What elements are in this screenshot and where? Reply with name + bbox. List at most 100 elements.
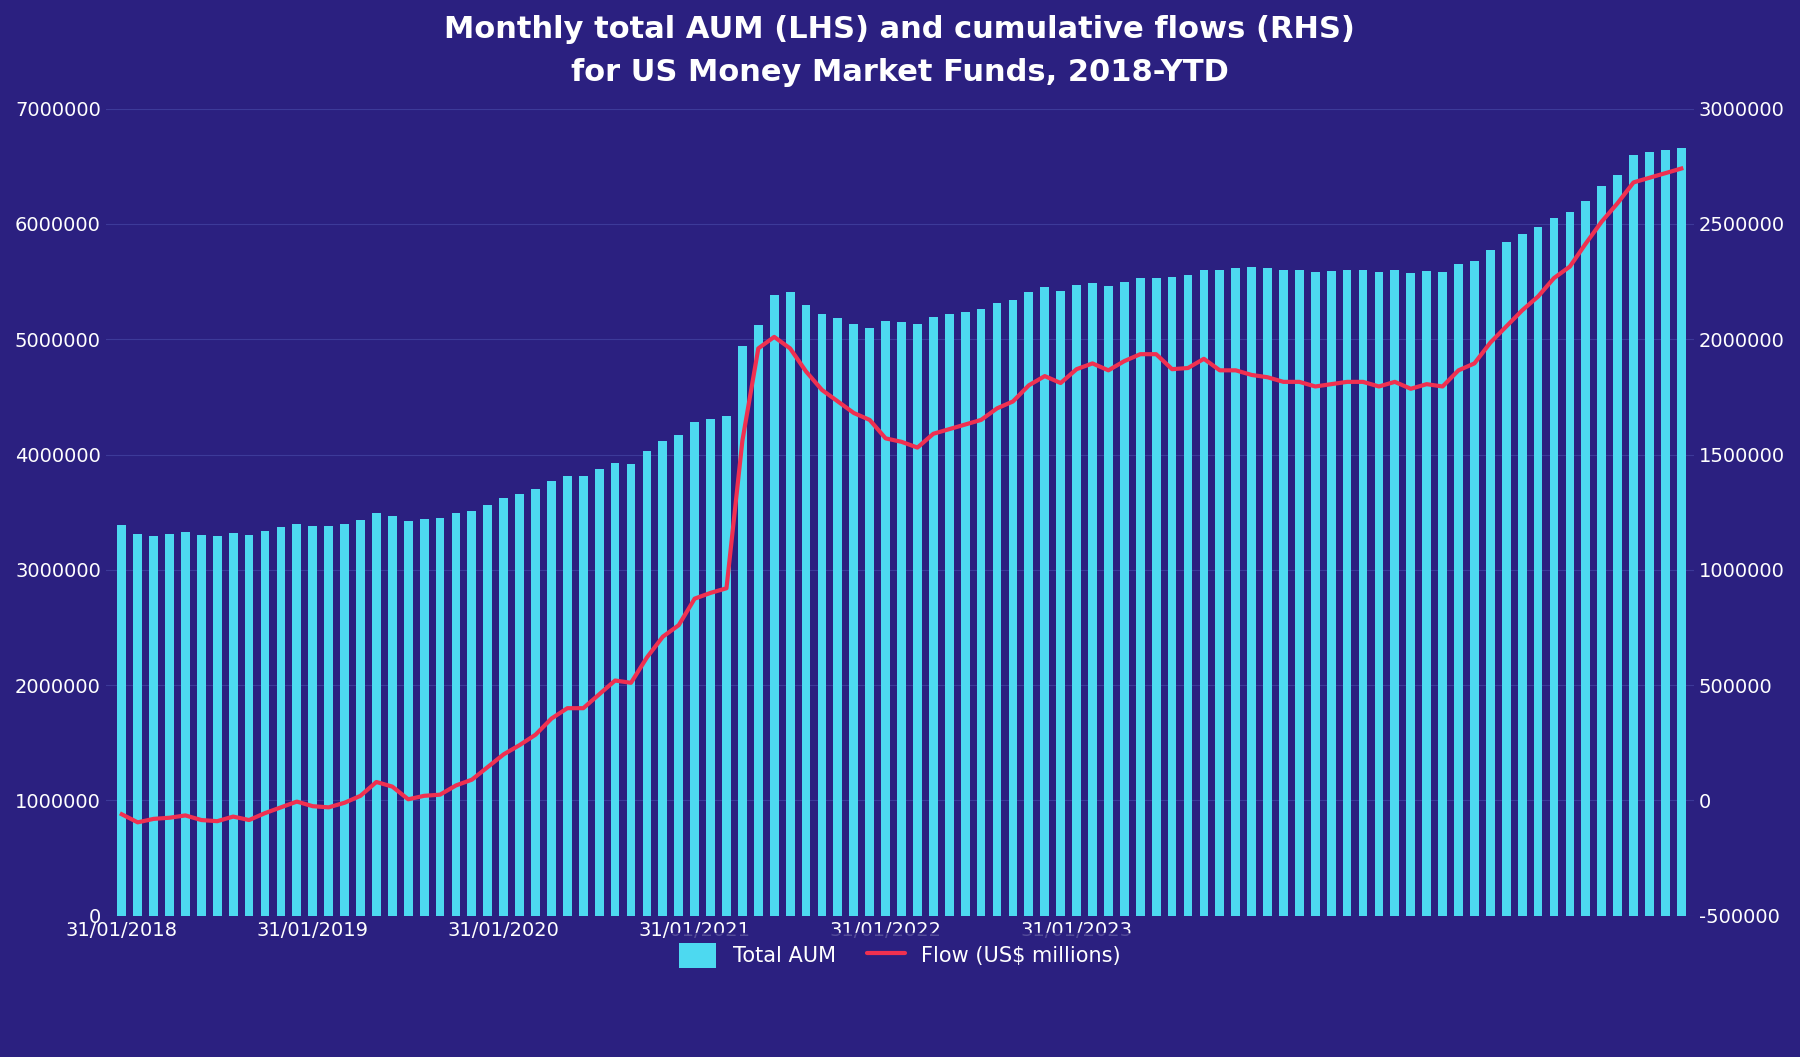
Bar [1184,275,1192,915]
Bar [850,324,859,915]
Bar [547,481,556,915]
Bar [801,304,810,915]
Bar [675,434,684,915]
Bar [882,320,889,915]
Bar [643,451,652,915]
Bar [484,505,491,915]
Bar [1534,227,1543,915]
Bar [1438,273,1447,915]
Bar [1136,278,1145,915]
Bar [610,463,619,915]
Bar [977,310,985,915]
Bar [787,292,794,915]
Bar [1613,175,1622,915]
Bar [1390,270,1399,915]
Bar [817,314,826,915]
Bar [452,514,461,915]
Bar [945,314,954,915]
Bar [1247,266,1256,915]
Bar [1629,154,1638,915]
Bar [196,535,205,915]
Bar [1517,235,1526,915]
Bar [929,317,938,915]
Bar [1582,201,1589,915]
Bar [1645,152,1654,915]
Bar [1327,272,1336,915]
Bar [436,518,445,915]
Bar [659,441,668,915]
Bar [580,477,587,915]
Bar [1501,242,1510,915]
Bar [292,523,301,915]
Bar [1152,278,1161,915]
Bar [626,464,635,915]
Bar [373,514,382,915]
Bar [1422,272,1431,915]
Bar [1310,273,1319,915]
Bar [1231,267,1240,915]
Bar [117,525,126,915]
Bar [149,536,158,915]
Bar [468,511,477,915]
Bar [1040,288,1049,915]
Title: Monthly total AUM (LHS) and cumulative flows (RHS)
for US Money Market Funds, 20: Monthly total AUM (LHS) and cumulative f… [445,15,1355,87]
Bar [1008,300,1017,915]
Bar [992,303,1001,915]
Bar [833,318,842,915]
Bar [1566,212,1575,915]
Bar [1294,270,1303,915]
Bar [706,419,715,915]
Bar [1343,270,1352,915]
Bar [770,295,779,915]
Bar [1057,291,1066,915]
Bar [515,494,524,915]
Bar [563,477,572,915]
Bar [1215,270,1224,915]
Bar [1661,150,1670,915]
Bar [896,322,905,915]
Bar [531,489,540,915]
Bar [961,312,970,915]
Bar [1280,270,1287,915]
Bar [229,533,238,915]
Bar [389,516,396,915]
Bar [324,526,333,915]
Bar [1168,277,1177,915]
Bar [1406,274,1415,915]
Bar [866,328,875,915]
Bar [689,422,698,915]
Bar [913,324,922,915]
Bar [1264,267,1273,915]
Bar [245,535,254,915]
Bar [277,527,284,915]
Bar [1120,281,1129,915]
Bar [356,520,365,915]
Bar [340,523,349,915]
Bar [403,521,412,915]
Bar [212,536,221,915]
Bar [419,519,428,915]
Bar [1375,273,1384,915]
Bar [1199,270,1208,915]
Bar [1359,270,1368,915]
Bar [261,531,270,915]
Bar [182,532,189,915]
Bar [1597,186,1606,915]
Bar [133,534,142,915]
Bar [722,416,731,915]
Bar [499,498,508,915]
Bar [1024,292,1033,915]
Bar [1089,282,1096,915]
Bar [1678,148,1685,915]
Bar [738,346,747,915]
Legend: Total AUM, Flow (US$ millions): Total AUM, Flow (US$ millions) [668,933,1132,978]
Bar [754,326,763,915]
Bar [1103,286,1112,915]
Bar [1471,261,1480,915]
Bar [1487,251,1494,915]
Bar [1550,218,1559,915]
Bar [1073,285,1082,915]
Bar [308,526,317,915]
Bar [1454,264,1463,915]
Bar [594,469,603,915]
